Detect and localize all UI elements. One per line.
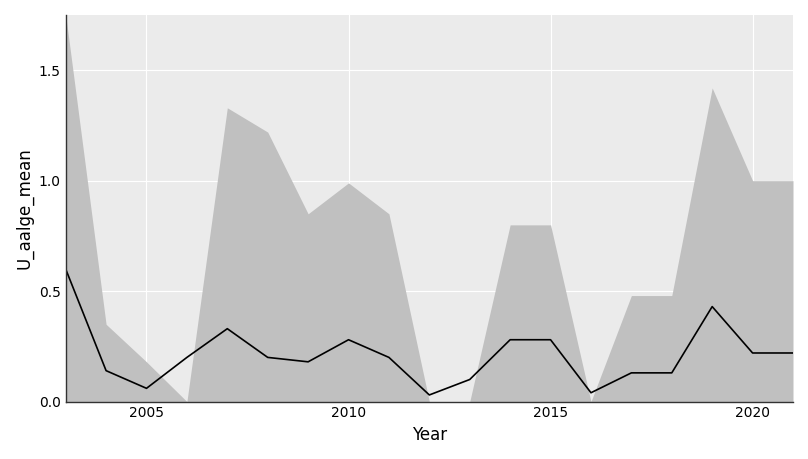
X-axis label: Year: Year [412,426,447,444]
Y-axis label: U_aalge_mean: U_aalge_mean [15,147,33,269]
